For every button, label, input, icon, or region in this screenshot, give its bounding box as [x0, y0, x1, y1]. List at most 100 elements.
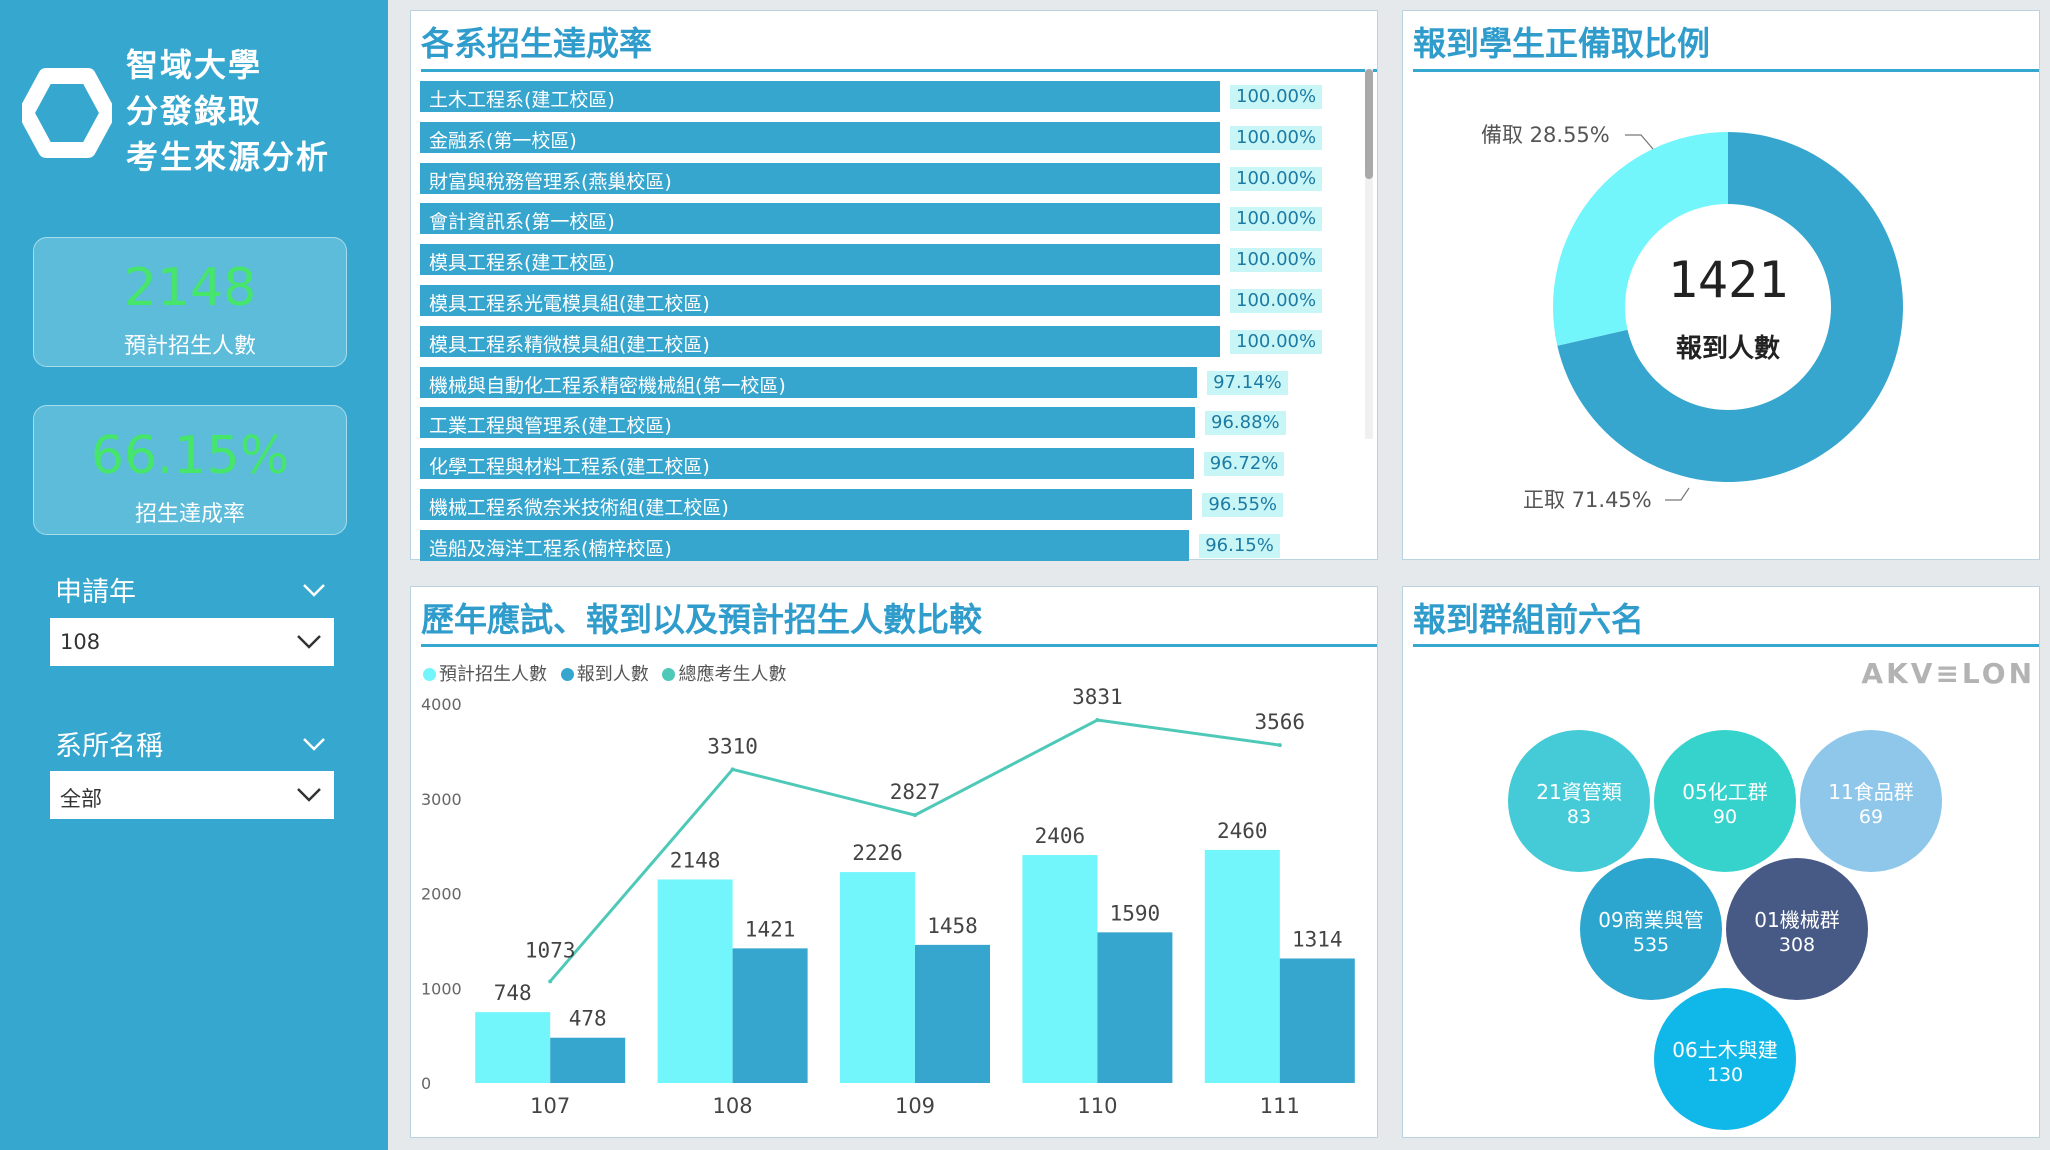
donut-center-label: 報到人數	[1676, 334, 1780, 364]
bubble-name: 09商業與管	[1598, 908, 1703, 932]
panel-title: 報到學生正備取比例	[1413, 24, 1710, 63]
scrollbar[interactable]	[1365, 69, 1373, 439]
donut-slice[interactable]	[1557, 132, 1903, 482]
rate-row[interactable]: 模具工程系(建工校區) 100.00%	[420, 244, 1323, 276]
rate-row[interactable]: 金融系(第一校區) 100.00%	[420, 121, 1323, 153]
rate-bar-label: 金融系(第一校區)	[429, 129, 577, 152]
bar-data-label: 1590	[1110, 901, 1161, 925]
rate-bar-value: 100.00%	[1230, 289, 1323, 313]
bubble-value: 130	[1707, 1064, 1743, 1086]
bar[interactable]	[840, 872, 915, 1083]
legend-label: 總應考生人數	[678, 664, 787, 685]
bar[interactable]	[1097, 932, 1173, 1083]
rate-bar: 土木工程系(建工校區)	[420, 81, 1220, 112]
rate-bar-value: 100.00%	[1230, 166, 1323, 191]
rate-bar: 模具工程系光電模具組(建工校區)	[420, 285, 1220, 316]
line-data-label: 2827	[890, 780, 941, 804]
line-point[interactable]	[913, 813, 917, 818]
line-data-label: 3310	[707, 734, 758, 758]
filter-label-year: 申請年	[55, 577, 136, 608]
rate-row[interactable]: 工業工程與管理系(建工校區) 96.88%	[420, 407, 1320, 439]
rate-bar: 模具工程系(建工校區)	[420, 244, 1220, 276]
bar-data-label: 2226	[852, 841, 903, 865]
department-select[interactable]: 全部	[50, 771, 334, 819]
bubble-value: 535	[1633, 934, 1669, 956]
line-point[interactable]	[730, 767, 735, 772]
bar[interactable]	[657, 879, 733, 1083]
bar-data-label: 478	[569, 1007, 607, 1031]
donut-slice-label: 備取 28.55%	[1481, 123, 1610, 147]
legend-label: 預計招生人數	[439, 664, 547, 685]
legend-item[interactable]: 總應考生人數	[662, 660, 786, 686]
bar[interactable]	[732, 948, 808, 1083]
line-data-label: 1073	[525, 938, 576, 962]
department-select-value: 全部	[60, 787, 102, 811]
bubble-name: 11食品群	[1828, 780, 1913, 804]
group-bubble[interactable]	[1726, 858, 1868, 1000]
bar[interactable]	[550, 1037, 626, 1083]
rate-row[interactable]: 造船及海洋工程系(楠梓校區) 96.15%	[420, 529, 1320, 561]
group-bubble[interactable]	[1508, 730, 1650, 872]
line-point[interactable]	[1095, 718, 1100, 723]
bar[interactable]	[1279, 958, 1355, 1083]
rate-row[interactable]: 土木工程系(建工校區) 100.00%	[420, 81, 1323, 112]
line-point[interactable]	[1277, 743, 1282, 748]
donut-chart: 1421 報到人數 備取 28.55% 正取 71.45%	[1481, 123, 1903, 512]
y-tick-label: 4000	[421, 695, 462, 714]
filter-label-department: 系所名稱	[55, 731, 163, 762]
year-select[interactable]: 108	[50, 618, 334, 666]
legend-item[interactable]: 預計招生人數	[423, 660, 547, 686]
bubble-value: 83	[1567, 806, 1591, 828]
legend-label: 報到人數	[576, 664, 649, 685]
legend-dot-icon	[423, 668, 436, 681]
bar-data-label: 2460	[1217, 819, 1268, 843]
bar[interactable]	[1022, 855, 1098, 1083]
rate-bar: 工業工程與管理系(建工校區)	[420, 407, 1196, 439]
chevron-down-icon	[297, 635, 321, 649]
admission-ratio-panel: 報到學生正備取比例 1421 報到人數 備取 28.55% 正取 71.45%	[1402, 10, 2040, 560]
combo-chart: 4000 3000 2000 1000 0 748 478 107 2148 1421 108 222…	[421, 685, 1355, 1118]
dashboard-title-line-2: 分發錄取	[126, 92, 263, 130]
rate-row[interactable]: 財富與稅務管理系(燕巢校區) 100.00%	[420, 162, 1323, 194]
scroll-thumb[interactable]	[1365, 69, 1373, 179]
rate-row[interactable]: 化學工程與材料工程系(建工校區) 96.72%	[420, 448, 1320, 480]
panel-title: 報到群組前六名	[1413, 600, 1644, 639]
bar[interactable]	[475, 1012, 551, 1083]
title-underline	[1413, 69, 2039, 72]
line-data-label: 3566	[1255, 710, 1306, 734]
panel-title: 歷年應試、報到以及預計招生人數比較	[421, 600, 982, 639]
rate-row[interactable]: 機械工程系微奈米技術組(建工校區) 96.55%	[420, 489, 1320, 520]
rate-row[interactable]: 模具工程系精微模具組(建工校區) 100.00%	[420, 325, 1323, 357]
bar[interactable]	[915, 944, 990, 1083]
title-underline	[1413, 644, 2039, 647]
sidebar: 智域大學 分發錄取 考生來源分析 2148 預計招生人數 66.15% 招生達成…	[0, 0, 388, 1150]
y-tick-label: 1000	[421, 979, 462, 998]
y-tick-label: 0	[421, 1074, 431, 1093]
rate-row[interactable]: 會計資訊系(第一校區) 100.00%	[420, 203, 1323, 235]
group-bubble[interactable]	[1800, 730, 1942, 872]
chevron-down-icon[interactable]	[302, 583, 326, 597]
hexagon-logo-icon	[22, 68, 112, 158]
chevron-down-icon[interactable]	[302, 737, 326, 751]
bar-data-label: 1421	[745, 917, 796, 941]
y-tick-label: 3000	[421, 790, 462, 809]
donut-slice[interactable]	[1553, 132, 1728, 346]
line-point[interactable]	[548, 979, 553, 984]
group-bubble[interactable]	[1580, 858, 1722, 1000]
legend-item[interactable]: 報到人數	[560, 660, 649, 686]
bubble-value: 90	[1713, 806, 1737, 828]
panel-title: 各系招生達成率	[421, 24, 652, 63]
group-bubble[interactable]	[1654, 730, 1796, 872]
rate-bar: 化學工程與材料工程系(建工校區)	[420, 448, 1194, 480]
rate-bar-value: 100.00%	[1230, 329, 1323, 354]
rate-row[interactable]: 模具工程系光電模具組(建工校區) 100.00%	[420, 285, 1323, 316]
rate-bar: 模具工程系精微模具組(建工校區)	[420, 325, 1220, 357]
rate-bar-value: 100.00%	[1230, 248, 1323, 273]
bar[interactable]	[1204, 849, 1280, 1083]
kpi-card-planned-enrollment: 2148 預計招生人數	[33, 237, 347, 367]
rate-row[interactable]: 機械與自動化工程系精密機械組(第一校區) 97.14%	[420, 366, 1320, 398]
group-bubble[interactable]	[1654, 988, 1796, 1130]
rate-bar-label: 工業工程與管理系(建工校區)	[429, 415, 672, 438]
rate-bar: 機械與自動化工程系精密機械組(第一校區)	[420, 366, 1198, 398]
rate-bar-value: 96.88%	[1205, 411, 1286, 436]
